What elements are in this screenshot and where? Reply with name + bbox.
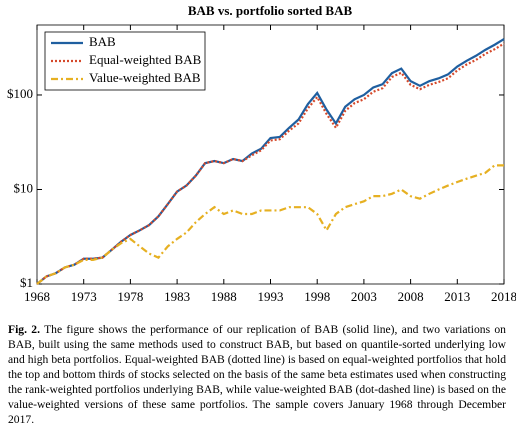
x-tick-label: 1993 bbox=[258, 289, 284, 304]
legend-label: Equal-weighted BAB bbox=[89, 52, 202, 67]
x-tick-label: 2018 bbox=[491, 289, 516, 304]
series-line bbox=[36, 164, 504, 285]
y-tick-label: $10 bbox=[14, 180, 34, 195]
caption-label: Fig. 2. bbox=[8, 323, 40, 336]
legend-label: Value-weighted BAB bbox=[89, 70, 201, 85]
legend-label: BAB bbox=[89, 34, 116, 49]
x-tick-label: 2013 bbox=[444, 289, 470, 304]
caption: Fig. 2. The figure shows the performance… bbox=[8, 322, 506, 427]
x-tick-label: 1983 bbox=[164, 289, 190, 304]
x-tick-label: 1998 bbox=[304, 289, 330, 304]
x-tick-label: 1968 bbox=[24, 289, 50, 304]
x-tick-label: 1973 bbox=[71, 289, 97, 304]
y-tick-label: $100 bbox=[7, 86, 33, 101]
caption-text: The figure shows the performance of our … bbox=[8, 323, 506, 426]
y-tick-label: $1 bbox=[20, 275, 33, 290]
x-tick-label: 2003 bbox=[351, 289, 377, 304]
chart: BAB vs. portfolio sorted BAB $1 $10 $100 19… bbox=[7, 3, 516, 304]
series-line bbox=[36, 42, 505, 285]
x-tick-label: 1988 bbox=[211, 289, 237, 304]
x-tick-label: 2008 bbox=[398, 289, 424, 304]
chart-title: BAB vs. portfolio sorted BAB bbox=[188, 3, 353, 18]
x-tick-label: 1978 bbox=[117, 289, 143, 304]
